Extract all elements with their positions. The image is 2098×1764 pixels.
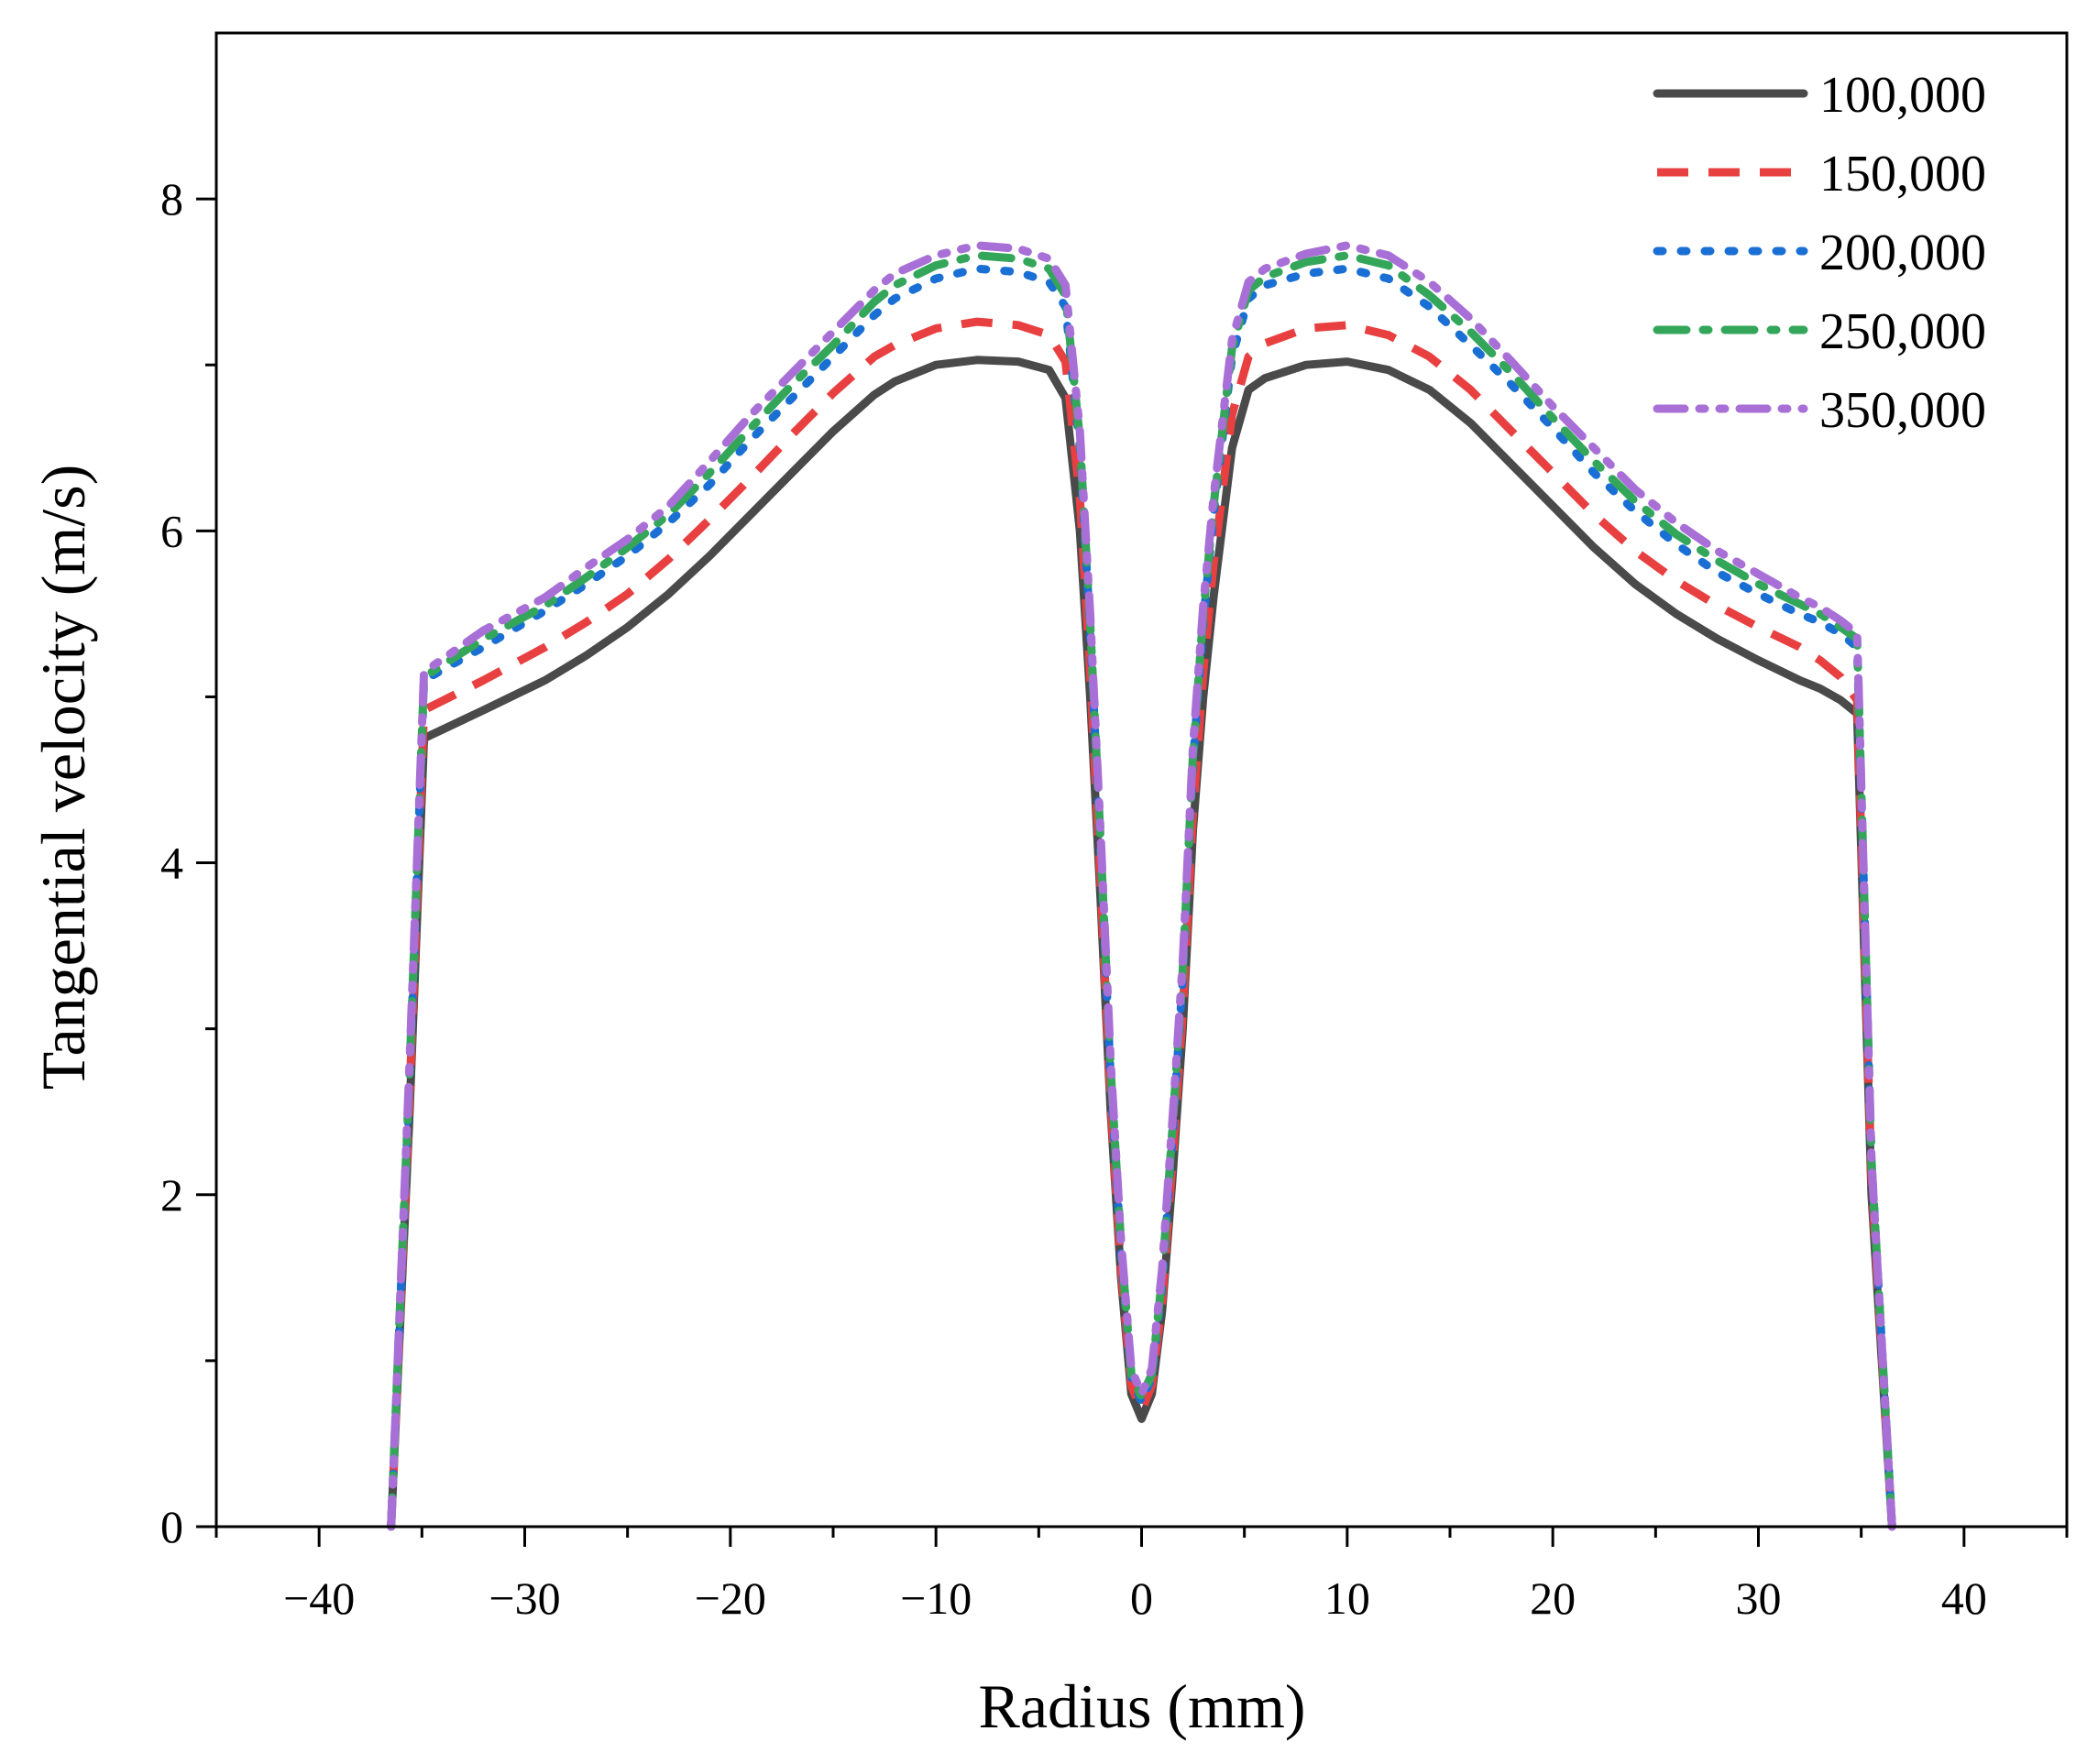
- legend-label: 250,000: [1819, 303, 1986, 360]
- x-axis-title: Radius (mm): [979, 1671, 1306, 1741]
- x-tick-label: −40: [283, 1572, 355, 1624]
- x-tick-label: 40: [1941, 1572, 1987, 1624]
- x-tick-label: −10: [900, 1572, 972, 1624]
- series-line-250000: [387, 251, 1896, 1531]
- legend-label: 350,000: [1819, 382, 1986, 439]
- legend: 100,000 150,000 200,000 250,000 350,000: [1653, 67, 1986, 439]
- y-axis-title: Tangential velocity (m/s): [28, 465, 98, 1090]
- legend-label: 100,000: [1819, 67, 1986, 124]
- y-tick-label: 8: [160, 173, 183, 225]
- legend-label: 200,000: [1819, 225, 1986, 281]
- x-tick-label: 10: [1324, 1572, 1370, 1624]
- axes-layer: −40 −30 −20 −10 0 10 20 30 40 0 2 4 6 8: [160, 31, 2069, 1624]
- y-tick-label: 6: [160, 505, 183, 556]
- x-tick-label: 30: [1736, 1572, 1782, 1624]
- legend-label: 150,000: [1819, 146, 1986, 203]
- series-line-200000: [387, 264, 1896, 1531]
- x-tick-label: 0: [1130, 1572, 1153, 1624]
- y-tick-label: 2: [160, 1169, 183, 1221]
- x-tick-label: −20: [695, 1572, 766, 1624]
- y-tick-label: 0: [160, 1501, 183, 1552]
- series-line-350000: [387, 241, 1896, 1531]
- series-layer: [387, 241, 1896, 1531]
- x-tick-label: 20: [1530, 1572, 1576, 1624]
- y-tick-label: 4: [160, 838, 183, 889]
- x-tick-label: −30: [489, 1572, 560, 1624]
